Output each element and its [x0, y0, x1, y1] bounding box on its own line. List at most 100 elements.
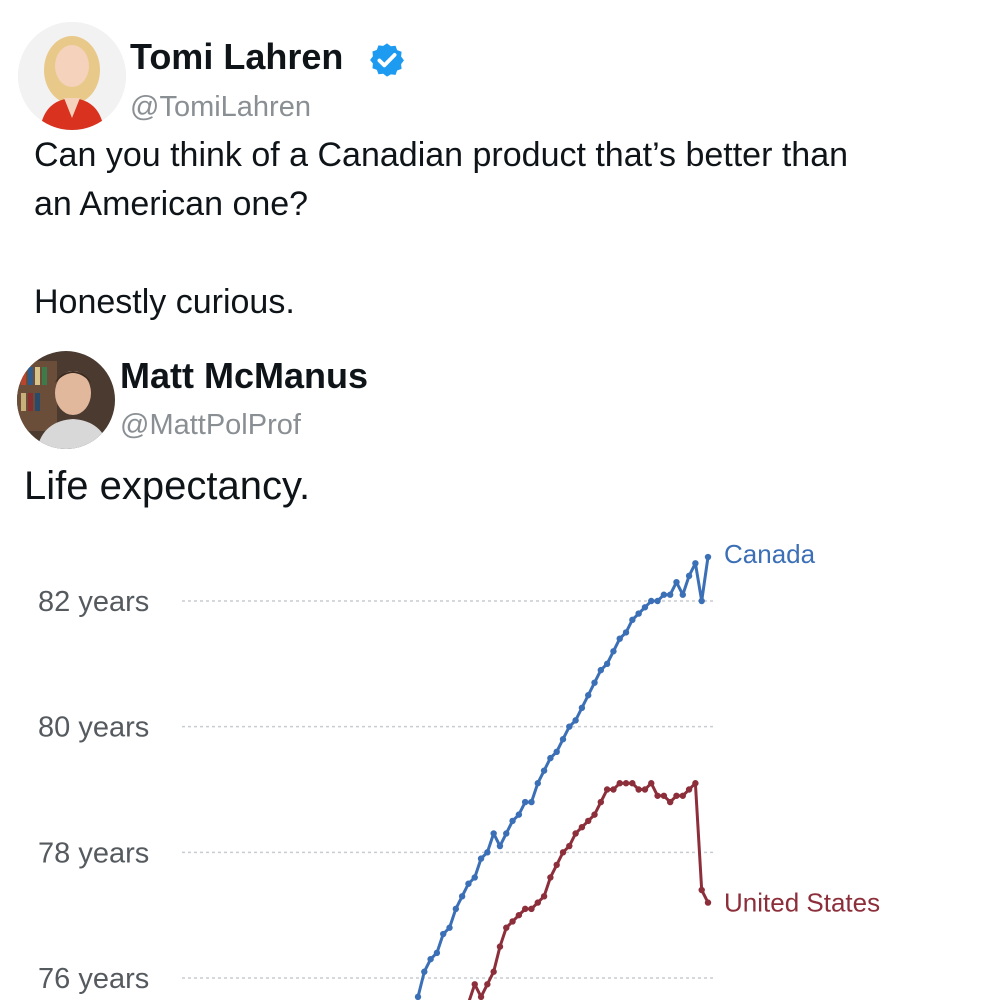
y-tick-label-76: 76 years [38, 963, 149, 995]
canada-point-2015 [666, 591, 674, 598]
canada-point-1978 [433, 949, 441, 957]
canada-point-1991 [515, 811, 523, 818]
united-states-point-2003 [591, 811, 598, 818]
canada-point-2009 [629, 616, 636, 624]
canada-point-1998 [559, 736, 567, 743]
united-states-point-1986 [484, 981, 491, 988]
tomi-lahren-avatar[interactable] [18, 22, 126, 130]
united-states-point-1987 [490, 968, 497, 975]
canada-point-1979 [440, 930, 447, 938]
canada-point-2001 [578, 704, 586, 712]
canada-point-2002 [585, 692, 592, 699]
canada-point-1981 [452, 905, 460, 913]
united-states-point-2017 [679, 792, 686, 799]
canada-point-1983 [465, 880, 472, 887]
canada-point-1987 [490, 830, 497, 837]
canada-point-2005 [603, 660, 611, 668]
matt-mcmanus-display-name[interactable]: Matt McManus [120, 355, 369, 396]
canada-point-2003 [591, 679, 598, 686]
united-states-point-2007 [616, 780, 623, 787]
united-states-point-1998 [559, 849, 567, 856]
canada-point-1989 [503, 830, 510, 837]
united-states-point-2015 [666, 798, 674, 806]
united-states-point-2005 [603, 786, 611, 793]
united-states-point-1990 [509, 918, 516, 925]
canada-point-1992 [521, 798, 529, 806]
united-states-series-line [467, 781, 710, 1000]
canada-point-2010 [635, 610, 642, 617]
canada-point-2000 [572, 717, 579, 724]
tomi-lahren-display-name[interactable]: Tomi Lahren [130, 36, 344, 77]
united-states-point-1997 [553, 861, 560, 869]
canada-point-2008 [622, 629, 630, 636]
verified-badge-icon [370, 43, 404, 77]
united-states-point-1985 [477, 993, 485, 1000]
canada-point-2018 [685, 572, 693, 580]
united-states-point-2002 [585, 817, 592, 825]
united-states-point-2004 [597, 798, 605, 806]
canada-point-1990 [509, 817, 516, 825]
tweet-1-text: Can you think of a Canadian product that… [34, 136, 849, 321]
canada-point-1984 [471, 874, 478, 881]
canada-point-1975 [414, 993, 422, 1000]
canada-point-1997 [553, 748, 560, 755]
canada-point-2014 [660, 591, 668, 598]
canada-point-2011 [641, 604, 649, 611]
canada-series-line [416, 556, 710, 998]
united-states-point-1984 [471, 981, 478, 988]
united-states-point-2000 [572, 830, 579, 837]
united-states-point-2013 [654, 792, 661, 799]
united-states-point-2021 [704, 899, 712, 906]
united-states-point-2010 [635, 786, 642, 793]
y-tick-label-82: 82 years [38, 586, 149, 618]
united-states-point-1988 [496, 943, 504, 950]
united-states-point-1989 [503, 924, 510, 931]
matt-mcmanus-avatar[interactable] [17, 351, 115, 449]
canada-point-1985 [477, 855, 485, 862]
canada-point-1999 [566, 723, 573, 730]
canada-point-2021 [704, 553, 712, 561]
canada-point-2013 [654, 597, 661, 605]
canada-point-2004 [597, 666, 605, 674]
united-states-point-1994 [534, 899, 541, 906]
canada-point-2007 [616, 635, 623, 642]
united-states-series-label: United States [724, 888, 880, 918]
united-states-point-1999 [566, 842, 573, 850]
united-states-point-2019 [692, 780, 699, 787]
united-states-point-2020 [698, 886, 705, 894]
verified-checkmark [377, 53, 397, 68]
united-states-point-2008 [622, 780, 630, 787]
united-states-point-2014 [660, 792, 668, 799]
y-tick-label-78: 78 years [38, 837, 149, 869]
canada-point-1982 [458, 893, 466, 900]
canada-point-1976 [421, 968, 428, 975]
united-states-point-2011 [641, 786, 649, 793]
united-states-point-2016 [673, 792, 680, 799]
canada-point-2016 [673, 578, 680, 586]
life-expectancy-chart: 82 years 80 years 78 years 76 years Canada Un… [38, 539, 880, 1000]
canada-series-label: Canada [724, 539, 816, 569]
canada-point-1988 [496, 842, 504, 850]
tomi-lahren-handle[interactable]: @TomiLahren [130, 91, 311, 123]
united-states-point-1991 [515, 911, 523, 919]
united-states-point-1996 [547, 874, 554, 881]
united-states-point-1995 [540, 893, 548, 900]
canada-point-2012 [648, 597, 655, 605]
canada-point-2019 [692, 560, 699, 567]
united-states-point-2012 [648, 780, 655, 787]
tomi-lahren-avatar-image [18, 22, 126, 130]
canada-point-2017 [679, 591, 686, 598]
canada-point-1980 [446, 924, 453, 931]
united-states-point-2018 [685, 786, 693, 793]
canada-point-1995 [540, 767, 548, 774]
canada-point-1986 [484, 849, 491, 856]
canada-point-1993 [528, 798, 535, 806]
matt-mcmanus-avatar-image [17, 351, 115, 449]
united-states-point-2001 [578, 824, 586, 831]
canada-point-1977 [427, 955, 434, 963]
tweet-2-text: Life expectancy. [24, 464, 311, 508]
canada-point-2006 [610, 648, 617, 655]
y-tick-label-80: 80 years [38, 712, 149, 744]
united-states-point-1993 [528, 905, 535, 913]
matt-mcmanus-handle[interactable]: @MattPolProf [120, 409, 301, 441]
